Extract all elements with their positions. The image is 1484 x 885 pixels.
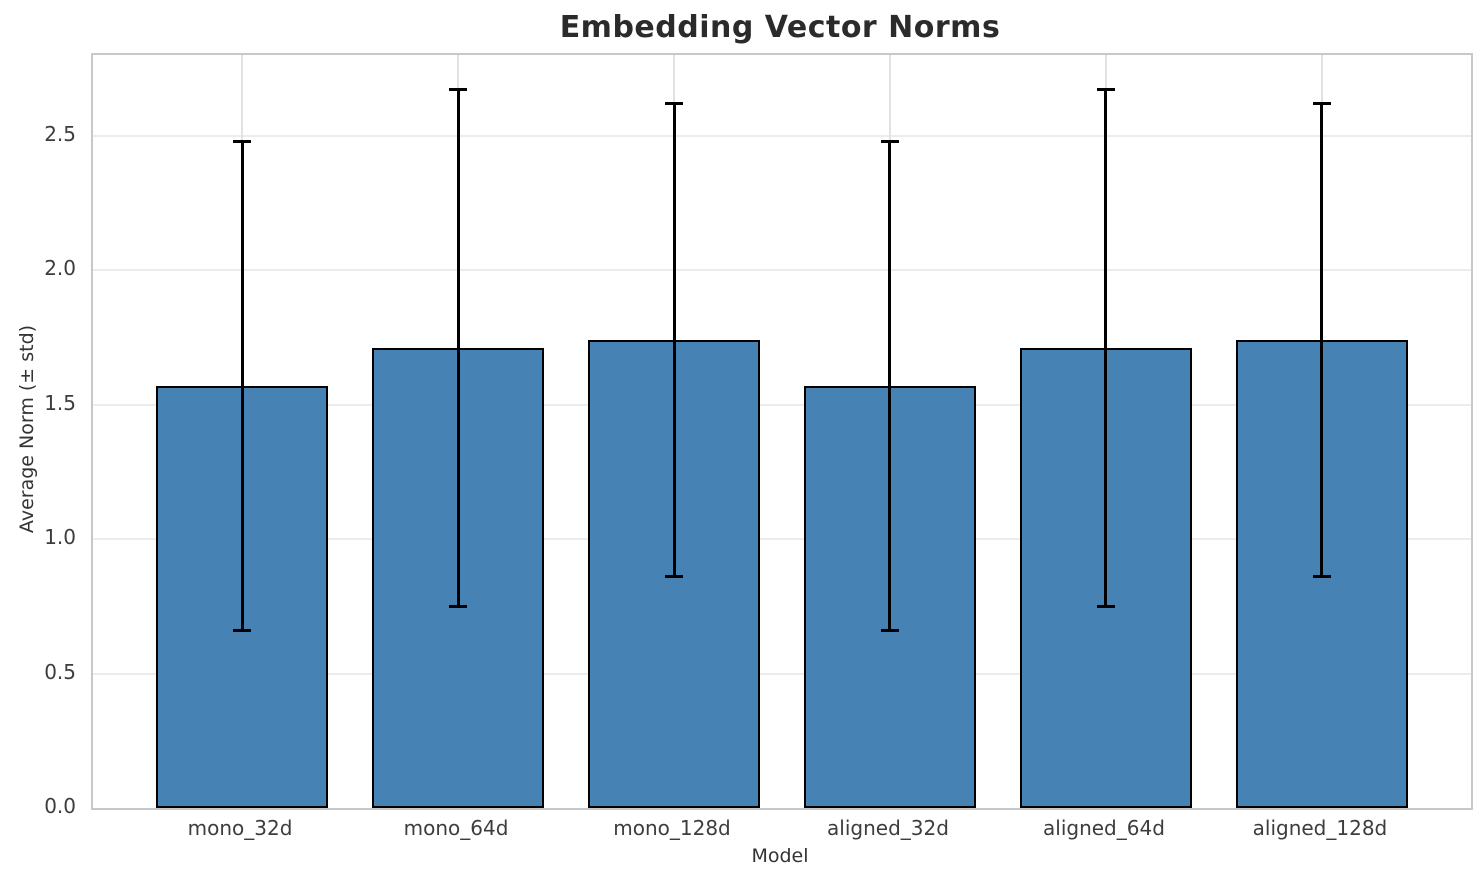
h-gridline xyxy=(93,403,1471,406)
error-bar-cap-bottom xyxy=(665,575,683,579)
plot-area xyxy=(91,53,1473,810)
error-bar-cap-top xyxy=(880,139,899,143)
x-tick-label: aligned_64d xyxy=(1043,816,1165,840)
y-tick-label: 1.0 xyxy=(44,525,76,550)
error-bar-cap-bottom xyxy=(1096,604,1115,608)
error-bar-line xyxy=(1104,89,1108,607)
x-tick-label: mono_128d xyxy=(613,816,731,840)
x-tick-label: aligned_128d xyxy=(1252,816,1388,840)
x-axis-label: Model xyxy=(751,845,809,867)
error-bar-line xyxy=(240,141,244,631)
h-gridline xyxy=(93,134,1471,137)
x-tick-label: aligned_32d xyxy=(827,816,949,840)
y-tick-label: 2.0 xyxy=(44,256,76,281)
y-tick-label: 0.0 xyxy=(44,794,76,818)
x-tick-label: mono_32d xyxy=(187,816,293,840)
error-bar-cap-top xyxy=(233,139,252,143)
y-tick-label: 1.5 xyxy=(44,390,76,415)
h-gridline xyxy=(93,538,1471,541)
y-tick-label: 2.5 xyxy=(44,121,76,146)
x-tick-label: mono_64d xyxy=(403,816,509,840)
chart-title: Embedding Vector Norms xyxy=(559,10,1001,45)
error-bar-line xyxy=(1320,103,1324,577)
error-bar-cap-bottom xyxy=(880,629,899,632)
error-bar-line xyxy=(888,141,892,631)
error-bar-cap-top xyxy=(449,88,468,92)
error-bar-line xyxy=(456,89,460,607)
error-bar-cap-top xyxy=(665,101,683,105)
error-bar-cap-bottom xyxy=(449,604,468,608)
h-gridline xyxy=(93,672,1471,675)
y-axis-label: Average Norm (± std) xyxy=(16,324,38,534)
error-bar-cap-bottom xyxy=(1312,575,1331,579)
error-bar-line xyxy=(672,103,676,577)
error-bar-cap-top xyxy=(1096,88,1115,92)
error-bar-cap-bottom xyxy=(233,629,252,632)
h-gridline xyxy=(93,269,1471,272)
error-bar-cap-top xyxy=(1312,101,1331,105)
y-tick-label: 0.5 xyxy=(44,659,76,684)
